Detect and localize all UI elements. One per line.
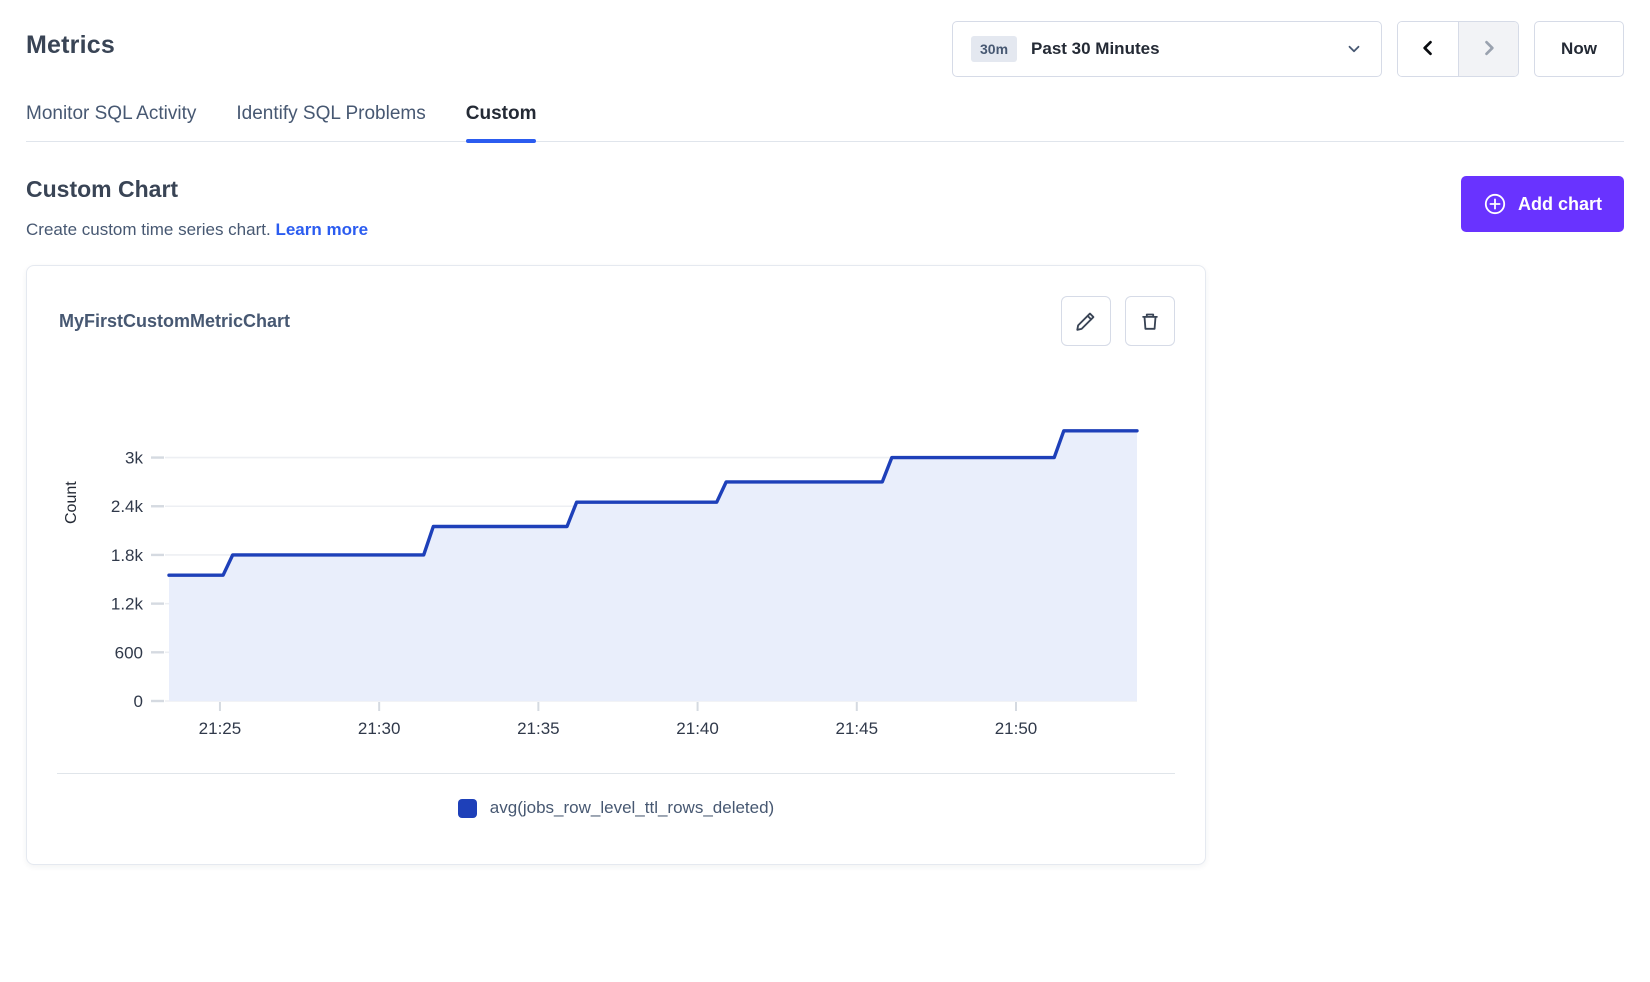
metrics-tabs: Monitor SQL Activity Identify SQL Proble… (26, 103, 1624, 142)
tab-custom[interactable]: Custom (466, 103, 537, 141)
time-range-badge: 30m (971, 36, 1017, 62)
next-range-button[interactable] (1458, 22, 1518, 76)
chevron-right-icon (1479, 38, 1499, 61)
legend-series-label[interactable]: avg(jobs_row_level_ttl_rows_deleted) (490, 798, 774, 818)
svg-text:1.2k: 1.2k (111, 595, 144, 614)
custom-metric-chart-card: MyFirstCustomMetricChart Count 0 600 1.2k 1… (26, 265, 1206, 865)
section-subtitle: Create custom time series chart. Learn m… (26, 220, 368, 240)
time-pager (1397, 21, 1519, 77)
svg-text:21:50: 21:50 (995, 719, 1038, 738)
svg-text:600: 600 (115, 643, 143, 662)
chevron-down-icon (1345, 40, 1363, 58)
svg-text:21:45: 21:45 (836, 719, 879, 738)
chart-actions (1061, 296, 1175, 346)
add-chart-label: Add chart (1518, 194, 1602, 215)
chart-card-header: MyFirstCustomMetricChart (57, 296, 1175, 346)
pencil-icon (1075, 310, 1097, 332)
previous-range-button[interactable] (1398, 22, 1458, 76)
now-button[interactable]: Now (1534, 21, 1624, 77)
custom-chart-heading-group: Custom Chart Create custom time series c… (26, 176, 368, 240)
plus-circle-icon (1483, 192, 1507, 216)
subtitle-text: Create custom time series chart. (26, 220, 271, 239)
y-axis-label: Count (63, 481, 81, 524)
trash-icon (1139, 310, 1161, 332)
chart-title: MyFirstCustomMetricChart (57, 311, 290, 332)
tab-monitor-sql-activity[interactable]: Monitor SQL Activity (26, 103, 196, 141)
tab-identify-sql-problems[interactable]: Identify SQL Problems (236, 103, 425, 141)
svg-text:2.4k: 2.4k (111, 497, 144, 516)
time-range-dropdown[interactable]: 30m Past 30 Minutes (952, 21, 1382, 77)
chart-plot-area[interactable]: 0 600 1.2k 1.8k 2.4k 3k 21:25 21:30 21:35 21:40 21… (57, 374, 1175, 752)
svg-text:0: 0 (134, 692, 143, 711)
timeseries-chart: Count 0 600 1.2k 1.8k 2.4k 3k 21:25 21:30 21:35 2… (57, 374, 1175, 757)
learn-more-link[interactable]: Learn more (275, 220, 368, 239)
add-chart-button[interactable]: Add chart (1461, 176, 1624, 232)
page-title: Metrics (26, 21, 115, 60)
chart-legend: avg(jobs_row_level_ttl_rows_deleted) (57, 773, 1175, 818)
top-bar: Metrics 30m Past 30 Minutes (26, 0, 1624, 77)
svg-text:21:40: 21:40 (676, 719, 719, 738)
legend-swatch (458, 799, 477, 818)
edit-chart-button[interactable] (1061, 296, 1111, 346)
time-range-label: Past 30 Minutes (1031, 39, 1331, 59)
svg-text:21:30: 21:30 (358, 719, 401, 738)
svg-text:1.8k: 1.8k (111, 546, 144, 565)
svg-text:3k: 3k (125, 449, 143, 468)
metrics-page: Metrics 30m Past 30 Minutes (0, 0, 1650, 982)
svg-text:21:25: 21:25 (199, 719, 242, 738)
custom-chart-section-header: Custom Chart Create custom time series c… (26, 176, 1624, 240)
chevron-left-icon (1418, 38, 1438, 61)
time-controls: 30m Past 30 Minutes Now (952, 21, 1624, 77)
svg-text:21:35: 21:35 (517, 719, 560, 738)
section-title: Custom Chart (26, 176, 368, 203)
delete-chart-button[interactable] (1125, 296, 1175, 346)
